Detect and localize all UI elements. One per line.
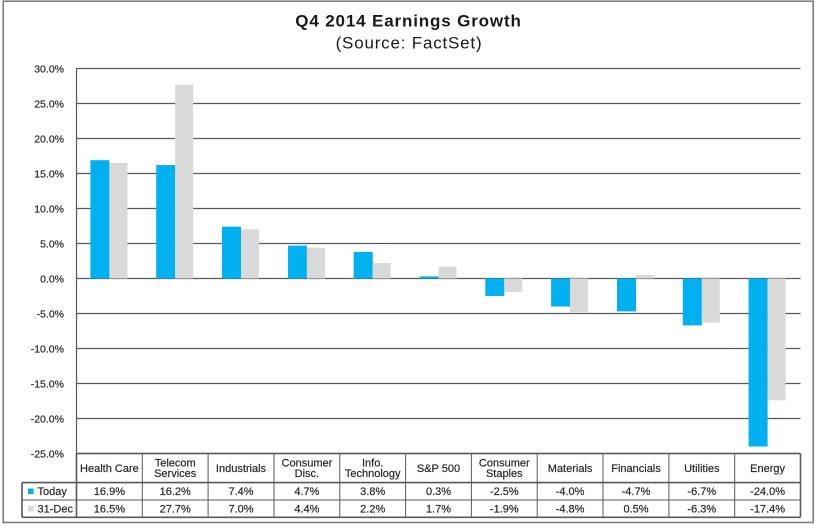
svg-text:-24.0%: -24.0% (750, 486, 785, 498)
svg-text:S&P 500: S&P 500 (417, 463, 460, 475)
svg-text:Utilities: Utilities (684, 463, 720, 475)
svg-text:16.5%: 16.5% (94, 504, 125, 516)
svg-text:15.0%: 15.0% (34, 168, 64, 180)
svg-text:0.0%: 0.0% (40, 273, 64, 285)
svg-text:Industrials: Industrials (216, 463, 267, 475)
svg-text:-4.0%: -4.0% (556, 486, 585, 498)
svg-text:-15.0%: -15.0% (31, 378, 64, 390)
svg-text:30.0%: 30.0% (34, 63, 64, 75)
svg-text:4.4%: 4.4% (294, 504, 319, 516)
svg-text:16.9%: 16.9% (94, 486, 125, 498)
svg-text:Consumer: Consumer (479, 457, 530, 469)
svg-text:4.7%: 4.7% (294, 486, 319, 498)
svg-text:10.0%: 10.0% (34, 203, 64, 215)
svg-text:7.4%: 7.4% (228, 486, 253, 498)
svg-text:-6.3%: -6.3% (687, 504, 716, 516)
svg-text:(Source: FactSet): (Source: FactSet) (336, 34, 483, 53)
svg-text:Q4 2014 Earnings Growth: Q4 2014 Earnings Growth (295, 12, 521, 31)
svg-text:Services: Services (154, 468, 197, 480)
svg-text:-17.4%: -17.4% (750, 504, 785, 516)
svg-text:Staples: Staples (486, 468, 523, 480)
svg-text:-10.0%: -10.0% (31, 343, 64, 355)
svg-text:Info.: Info. (362, 457, 383, 469)
svg-text:0.5%: 0.5% (623, 504, 648, 516)
svg-text:-20.0%: -20.0% (31, 413, 64, 425)
svg-text:Energy: Energy (750, 463, 785, 475)
svg-text:5.0%: 5.0% (40, 238, 64, 250)
svg-text:20.0%: 20.0% (34, 133, 64, 145)
svg-text:31-Dec: 31-Dec (38, 504, 74, 516)
svg-text:-4.7%: -4.7% (622, 486, 651, 498)
svg-text:16.2%: 16.2% (160, 486, 191, 498)
svg-text:Disc.: Disc. (295, 468, 319, 480)
svg-text:Telecom: Telecom (155, 457, 196, 469)
svg-text:-2.5%: -2.5% (490, 486, 519, 498)
svg-text:1.7%: 1.7% (426, 504, 451, 516)
svg-text:Financials: Financials (611, 463, 661, 475)
svg-text:-1.9%: -1.9% (490, 504, 519, 516)
svg-text:3.8%: 3.8% (360, 486, 385, 498)
svg-text:27.7%: 27.7% (160, 504, 191, 516)
svg-text:Consumer: Consumer (282, 457, 333, 469)
svg-text:25.0%: 25.0% (34, 98, 64, 110)
svg-text:-5.0%: -5.0% (37, 308, 64, 320)
svg-text:0.3%: 0.3% (426, 486, 451, 498)
svg-text:Materials: Materials (548, 463, 593, 475)
svg-text:-6.7%: -6.7% (687, 486, 716, 498)
svg-text:Health Care: Health Care (80, 463, 139, 475)
svg-text:Technology: Technology (345, 468, 401, 480)
svg-text:Today: Today (38, 486, 68, 498)
svg-text:-25.0%: -25.0% (31, 448, 64, 460)
svg-text:7.0%: 7.0% (228, 504, 253, 516)
svg-text:2.2%: 2.2% (360, 504, 385, 516)
svg-text:-4.8%: -4.8% (556, 504, 585, 516)
